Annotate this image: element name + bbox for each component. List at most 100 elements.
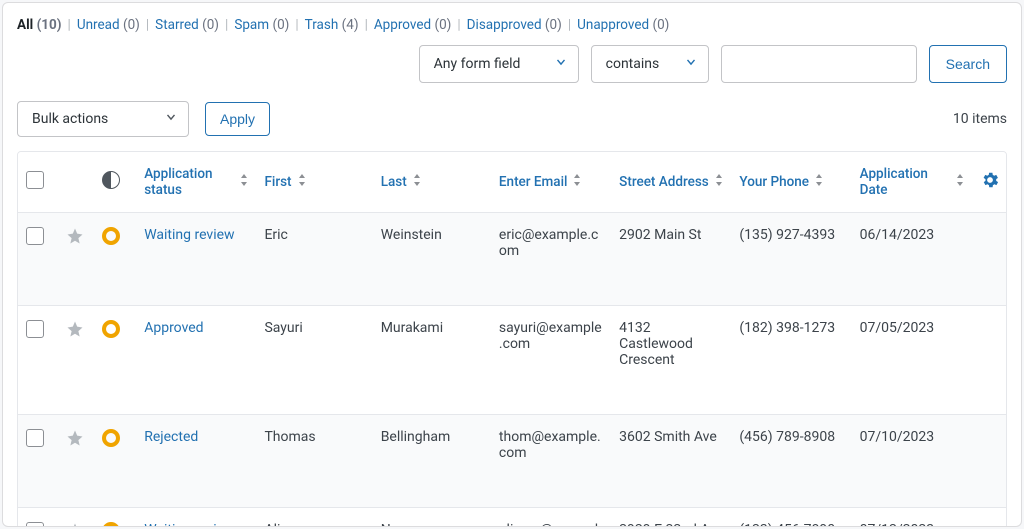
bulk-actions-select[interactable]: Bulk actions [17, 101, 189, 137]
apply-button[interactable]: Apply [205, 102, 270, 136]
star-icon[interactable] [66, 326, 84, 342]
filter-separator: | [295, 17, 298, 33]
search-operator-label: contains [606, 56, 660, 72]
chevron-down-icon [554, 55, 568, 73]
cell-address: 3602 Smith Ave [611, 415, 731, 508]
cell-date: 07/10/2023 [852, 415, 972, 508]
read-indicator-icon[interactable] [102, 320, 120, 338]
read-status-icon[interactable] [102, 171, 120, 189]
filter-count: (0) [545, 17, 562, 33]
cell-date: 07/12/2023 [852, 508, 972, 528]
cell-first: Alina [256, 508, 372, 528]
col-email-label: Enter Email [499, 174, 568, 190]
cell-address: 2902 Main St [611, 213, 731, 306]
status-link[interactable]: Rejected [144, 429, 198, 445]
table-header-row: Application status First Last Enter Emai… [18, 152, 1006, 213]
col-phone-label: Your Phone [739, 174, 809, 190]
filter-separator: | [365, 17, 368, 33]
table-row: Approved SayuriMurakamisayuri@example.com… [18, 306, 1006, 415]
read-indicator-icon[interactable] [102, 227, 120, 245]
col-last[interactable]: Last [381, 174, 421, 190]
filter-count: (0) [434, 17, 451, 33]
filter-approved[interactable]: Approved (0) [374, 17, 452, 33]
search-field-label: Any form field [434, 56, 521, 72]
filter-spam[interactable]: Spam (0) [234, 17, 289, 33]
filter-unapproved[interactable]: Unapproved (0) [577, 17, 669, 33]
row-checkbox[interactable] [26, 429, 44, 447]
chevron-down-icon [164, 110, 178, 128]
filter-separator: | [68, 17, 71, 33]
sort-icon [413, 174, 421, 190]
bulk-actions-label: Bulk actions [32, 111, 108, 127]
row-checkbox[interactable] [26, 522, 44, 527]
select-all-checkbox[interactable] [26, 171, 44, 189]
cell-email: alina.n@example.c [491, 508, 611, 528]
filter-separator: | [568, 17, 571, 33]
sort-icon [240, 174, 248, 190]
filter-unread[interactable]: Unread (0) [77, 17, 140, 33]
search-button[interactable]: Search [929, 45, 1007, 83]
filter-trash[interactable]: Trash (4) [305, 17, 359, 33]
cell-email: sayuri@example.com [491, 306, 611, 415]
actions-row: Bulk actions Apply 10 items [17, 101, 1007, 137]
entries-panel: All (10) | Unread (0) | Starred (0) | Spam (0)… [2, 2, 1022, 527]
filter-starred[interactable]: Starred (0) [155, 17, 219, 33]
filter-count: (4) [342, 17, 359, 33]
filter-count: (0) [202, 17, 219, 33]
col-phone[interactable]: Your Phone [739, 174, 823, 190]
cell-phone: (182) 398-1273 [731, 306, 851, 415]
star-icon[interactable] [66, 233, 84, 249]
sort-icon [956, 174, 964, 190]
filter-separator: | [457, 17, 460, 33]
col-date-label: Application Date [860, 166, 950, 198]
col-email[interactable]: Enter Email [499, 174, 582, 190]
filter-count: (0) [123, 17, 140, 33]
cell-first: Sayuri [256, 306, 372, 415]
row-checkbox[interactable] [26, 320, 44, 338]
table-row: RejectedThomasBellinghamthom@example.com… [18, 415, 1006, 508]
search-operator-select[interactable]: contains [591, 45, 709, 83]
cell-address: 4132 Castlewood Crescent [611, 306, 731, 415]
filter-count: (10) [37, 17, 62, 33]
col-address-label: Street Address [619, 174, 709, 190]
filter-all[interactable]: All (10) [17, 17, 62, 33]
sort-icon [298, 174, 306, 190]
cell-last: Weinstein [373, 213, 491, 306]
filter-count: (0) [272, 17, 289, 33]
row-checkbox[interactable] [26, 227, 44, 245]
table-row: Waiting reviewEricWeinsteineric@example.… [18, 213, 1006, 306]
entries-table-wrap: Application status First Last Enter Emai… [17, 151, 1007, 527]
cell-phone: (135) 927-4393 [731, 213, 851, 306]
col-status[interactable]: Application status [144, 166, 248, 198]
col-first[interactable]: First [264, 174, 305, 190]
col-first-label: First [264, 174, 291, 190]
col-status-label: Application status [144, 166, 234, 198]
filter-count: (0) [652, 17, 669, 33]
search-row: Any form field contains Search [17, 45, 1007, 83]
read-indicator-icon[interactable] [102, 429, 120, 447]
cell-first: Eric [256, 213, 372, 306]
col-address[interactable]: Street Address [619, 174, 723, 190]
cell-date: 06/14/2023 [852, 213, 972, 306]
filter-separator: | [146, 17, 149, 33]
sort-icon [815, 174, 823, 190]
search-field-select[interactable]: Any form field [419, 45, 579, 83]
cell-last: Murakami [373, 306, 491, 415]
star-icon[interactable] [66, 435, 84, 451]
cell-phone: (456) 789-8908 [731, 415, 851, 508]
cell-last: Neymar [373, 508, 491, 528]
status-link[interactable]: Waiting review [144, 522, 234, 527]
status-filters: All (10) | Unread (0) | Starred (0) | Spam (0)… [17, 13, 1007, 41]
cell-last: Bellingham [373, 415, 491, 508]
search-input[interactable] [721, 45, 917, 83]
read-indicator-icon[interactable] [102, 522, 120, 527]
filter-disapproved[interactable]: Disapproved (0) [467, 17, 562, 33]
status-link[interactable]: Approved [144, 320, 203, 336]
gear-icon[interactable] [980, 178, 1000, 194]
items-count: 10 items [953, 111, 1007, 127]
table-row: Waiting review AlinaNeymaralina.n@example… [18, 508, 1006, 528]
cell-email: thom@example.com [491, 415, 611, 508]
status-link[interactable]: Waiting review [144, 227, 234, 243]
cell-address: 2929 E 22nd Ave [611, 508, 731, 528]
col-date[interactable]: Application Date [860, 166, 964, 198]
